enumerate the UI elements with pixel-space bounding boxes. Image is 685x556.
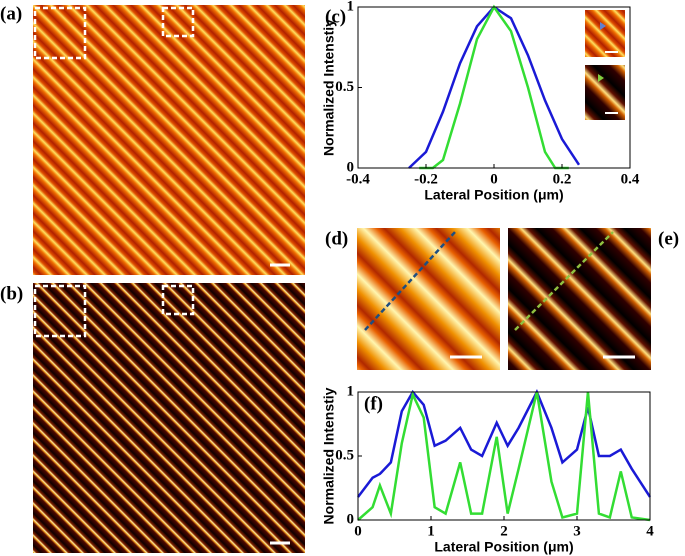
y-tick-label: 0 (347, 159, 355, 175)
image-e (508, 228, 651, 370)
profile-line-d (364, 231, 456, 331)
x-tick-label: 1 (427, 523, 435, 539)
x-tick-label: 0 (354, 523, 362, 539)
y-axis-title: Normalized Intenstiy (321, 19, 337, 156)
image-b (33, 283, 305, 553)
inset-1 (585, 10, 625, 57)
roi-boxes (33, 6, 195, 338)
y-tick-label: 0.5 (335, 447, 354, 463)
profile-line-e (514, 231, 614, 331)
panel-label: (d) (325, 228, 348, 249)
panel-label: (b) (0, 283, 23, 304)
y-tick-label: 0.5 (335, 79, 354, 95)
x-tick-label: 0.4 (621, 171, 640, 187)
inset-arrow (598, 74, 604, 82)
data-line (408, 5, 581, 169)
data-line (357, 390, 651, 522)
x-axis-title: Lateral Position (μm) (424, 187, 563, 203)
panel-label: (e) (658, 228, 679, 249)
scale-bars (270, 263, 635, 545)
data-line (357, 388, 652, 498)
x-tick-label: 4 (646, 523, 654, 539)
data-line (419, 4, 569, 170)
inset-arrow (600, 22, 606, 30)
y-tick-label: 1 (347, 0, 355, 14)
panel-label: (c) (325, 6, 346, 27)
x-tick-label: -0.2 (414, 171, 438, 187)
images (33, 5, 651, 553)
y-tick-label: 0 (347, 511, 355, 527)
y-axis-title: Normalized Intenstiy (321, 387, 337, 524)
y-tick-label: 1 (347, 383, 355, 399)
panel-label: (a) (0, 3, 22, 24)
x-tick-label: 2 (500, 523, 508, 539)
x-axis-title: Lateral Position (μm) (434, 539, 573, 555)
image-a (33, 5, 305, 275)
panel-label: (f) (364, 393, 383, 414)
image-d (357, 228, 500, 370)
x-tick-label: 0.2 (553, 171, 572, 187)
x-tick-label: 0 (490, 171, 498, 187)
inset-2 (585, 65, 625, 120)
x-tick-label: 3 (573, 523, 581, 539)
x-tick-label: -0.4 (346, 171, 370, 187)
